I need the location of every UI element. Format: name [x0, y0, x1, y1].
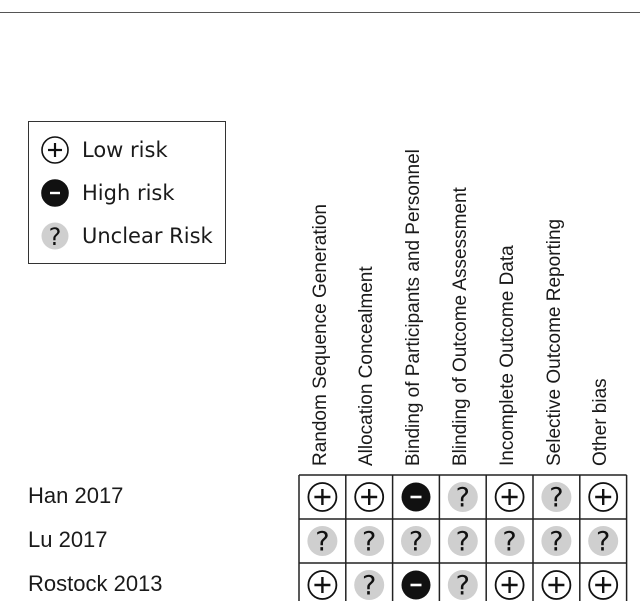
svg-text:?: ? — [456, 483, 470, 514]
rating-low-mark — [494, 570, 525, 600]
legend: Low risk High risk ? Unclear Risk — [28, 121, 226, 264]
rating-low-mark — [588, 482, 619, 512]
legend-item-unclear: ? Unclear Risk — [40, 221, 220, 251]
svg-text:?: ? — [409, 527, 423, 558]
rating-unclear-mark: ? — [588, 526, 619, 558]
rating-low-mark — [354, 482, 385, 512]
rating-low-mark — [494, 482, 525, 512]
rating-low-mark — [307, 482, 338, 512]
rating-unclear-mark: ? — [354, 526, 385, 558]
rating-low-mark — [541, 570, 572, 600]
legend-item-high: High risk — [40, 178, 220, 208]
plus-circle-icon — [41, 136, 69, 164]
svg-text:?: ? — [49, 223, 62, 251]
rating-unclear-mark: ? — [494, 526, 525, 558]
row-header: Lu 2017 — [28, 527, 108, 552]
svg-text:?: ? — [549, 483, 563, 514]
question-circle-icon: ? — [41, 222, 69, 251]
top-rule — [0, 12, 640, 13]
svg-text:?: ? — [362, 571, 376, 601]
svg-text:?: ? — [502, 527, 516, 558]
rating-unclear-mark: ? — [354, 570, 385, 601]
svg-text:?: ? — [456, 571, 470, 601]
rating-unclear-mark: ? — [541, 482, 572, 514]
svg-text:?: ? — [549, 527, 563, 558]
minus-filled-circle-icon — [41, 179, 69, 207]
rating-high-mark — [401, 482, 431, 512]
legend-label-unclear: Unclear Risk — [82, 224, 213, 248]
legend-label-low: Low risk — [82, 138, 168, 162]
svg-text:?: ? — [596, 527, 610, 558]
svg-text:?: ? — [456, 527, 470, 558]
rating-low-mark — [588, 570, 619, 600]
svg-text:?: ? — [362, 527, 376, 558]
legend-item-low: Low risk — [40, 135, 220, 165]
rating-unclear-mark: ? — [307, 526, 338, 558]
rating-unclear-mark: ? — [447, 526, 478, 558]
rating-unclear-mark: ? — [447, 482, 478, 514]
rating-unclear-mark: ? — [401, 526, 431, 558]
rating-high-mark — [401, 570, 431, 600]
svg-text:?: ? — [315, 527, 329, 558]
rating-unclear-mark: ? — [447, 570, 478, 601]
row-header: Rostock 2013 — [28, 571, 163, 596]
rating-unclear-mark: ? — [541, 526, 572, 558]
legend-label-high: High risk — [82, 181, 175, 205]
row-header: Han 2017 — [28, 483, 124, 508]
rating-low-mark — [307, 570, 338, 600]
